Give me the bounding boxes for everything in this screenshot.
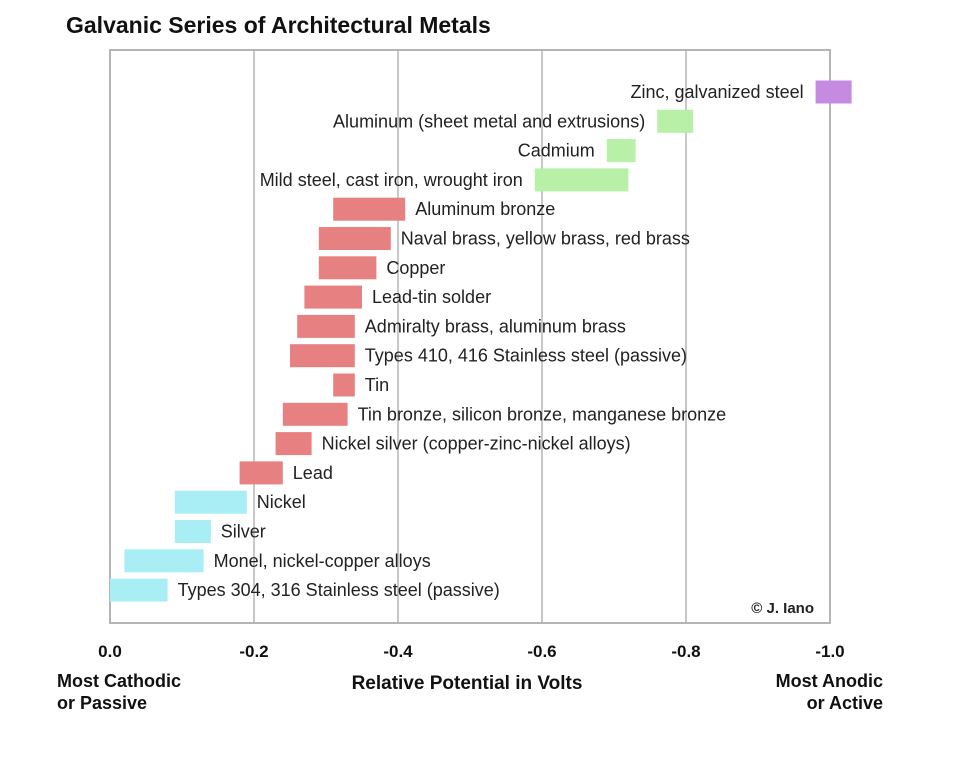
chart-title: Galvanic Series of Architectural Metals (66, 12, 491, 38)
x-tick-label: -0.4 (383, 642, 413, 661)
bar (606, 139, 636, 163)
right-caption-line-2: or Active (807, 693, 883, 713)
x-tick-labels: 0.0 -0.2 -0.4 -0.6 -0.8 -1.0 (98, 642, 844, 661)
bar-label: Lead (293, 463, 333, 483)
bar (110, 578, 168, 602)
bar-label: Cadmium (518, 141, 595, 161)
bar (318, 256, 377, 280)
bar (124, 549, 204, 573)
bar (275, 432, 312, 456)
x-tick-label: -0.2 (239, 642, 268, 661)
bars-group (110, 80, 852, 602)
bar (318, 227, 391, 250)
bar-label: Admiralty brass, aluminum brass (365, 316, 626, 336)
left-caption-line-1: Most Cathodic (57, 671, 181, 691)
bar-label: Nickel silver (copper-zinc-nickel alloys… (322, 434, 631, 454)
bar (304, 285, 362, 309)
bar-label: Aluminum bronze (415, 199, 555, 219)
bar-label: Naval brass, yellow brass, red brass (401, 229, 690, 249)
bar (174, 520, 211, 543)
bar-label: Copper (386, 258, 445, 278)
bar (282, 402, 348, 426)
bar-labels-group: Zinc, galvanized steel Aluminum (sheet me… (178, 82, 804, 600)
bar-label: Nickel (257, 492, 306, 512)
x-tick-label: -1.0 (815, 642, 844, 661)
x-tick-label: 0.0 (98, 642, 122, 661)
bar (333, 197, 406, 221)
bar (815, 80, 852, 104)
bar-label: Aluminum (sheet metal and extrusions) (333, 111, 645, 131)
plot-frame (109, 49, 831, 624)
bar-label: Monel, nickel-copper alloys (214, 551, 431, 571)
right-caption-line-1: Most Anodic (776, 671, 883, 691)
x-axis-label: Relative Potential in Volts (352, 673, 583, 694)
x-tick-label: -0.8 (671, 642, 700, 661)
bar-label: Zinc, galvanized steel (631, 82, 804, 102)
bar-label: Tin (365, 375, 389, 395)
bar (657, 109, 694, 133)
x-tick-label: -0.6 (527, 642, 556, 661)
bar (333, 373, 355, 397)
grid-lines (253, 50, 687, 623)
bar (290, 344, 355, 368)
left-caption-line-2: or Passive (57, 693, 147, 713)
bar (297, 314, 355, 338)
bar-label: Mild steel, cast iron, wrought iron (260, 170, 523, 190)
bar (534, 168, 629, 192)
bar (174, 490, 247, 514)
bar-label: Silver (221, 522, 266, 542)
bar-label: Tin bronze, silicon bronze, manganese br… (358, 404, 727, 424)
bar (239, 461, 283, 485)
bar-label: Lead-tin solder (372, 287, 491, 307)
credit-text: © J. Iano (751, 600, 814, 617)
bar-label: Types 304, 316 Stainless steel (passive) (178, 580, 500, 600)
bar-label: Types 410, 416 Stainless steel (passive) (365, 346, 687, 366)
